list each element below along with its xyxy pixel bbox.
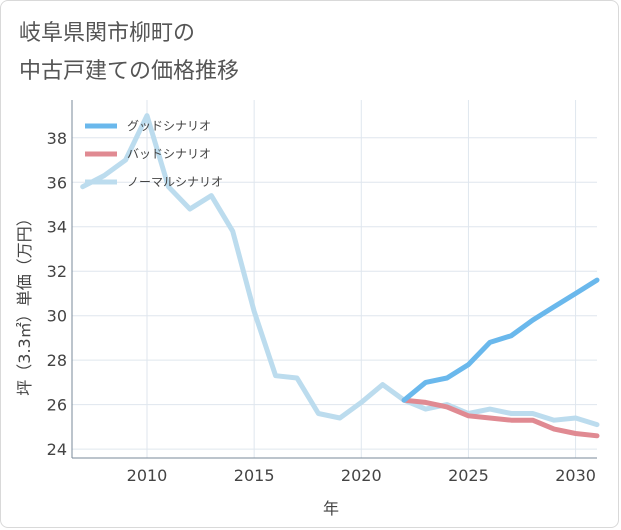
y-tick-label: 28 bbox=[47, 351, 67, 370]
y-tick-label: 26 bbox=[47, 396, 67, 415]
chart-title-line-1: 岐阜県関市柳町の bbox=[19, 21, 196, 46]
series-lines bbox=[80, 113, 600, 439]
y-tick-label: 38 bbox=[47, 129, 67, 148]
series-line-0 bbox=[401, 277, 600, 403]
x-tick-label: 2010 bbox=[127, 466, 168, 485]
y-axis-title: 坪（3.3㎡）単価（万円） bbox=[15, 210, 34, 395]
legend-label-1: バッドシナリオ bbox=[127, 147, 211, 161]
y-tick-label: 34 bbox=[47, 218, 67, 237]
y-tick-label: 36 bbox=[47, 173, 67, 192]
legend-label-2: ノーマルシナリオ bbox=[127, 175, 223, 189]
chart-title: 岐阜県関市柳町の 中古戸建ての価格推移 bbox=[19, 15, 239, 91]
series-line-2 bbox=[80, 113, 600, 428]
y-tick-label: 24 bbox=[47, 440, 67, 459]
chart-title-line-2: 中古戸建ての価格推移 bbox=[19, 59, 240, 84]
x-tick-label: 2025 bbox=[448, 466, 489, 485]
axes bbox=[71, 100, 597, 459]
x-tick-label: 2015 bbox=[234, 466, 275, 485]
y-tick-label: 32 bbox=[47, 262, 67, 281]
x-tick-label: 2030 bbox=[555, 466, 596, 485]
x-tick-label: 2020 bbox=[341, 466, 382, 485]
series-line-1 bbox=[401, 397, 600, 439]
legend-label-0: グッドシナリオ bbox=[127, 119, 211, 133]
tick-labels: 2010 2015 2020 2025 2030 24 26 28 30 32 34 36 38 bbox=[47, 129, 596, 485]
x-axis-title: 年 bbox=[323, 499, 339, 518]
y-tick-label: 30 bbox=[47, 307, 67, 326]
grid-lines bbox=[72, 100, 597, 458]
